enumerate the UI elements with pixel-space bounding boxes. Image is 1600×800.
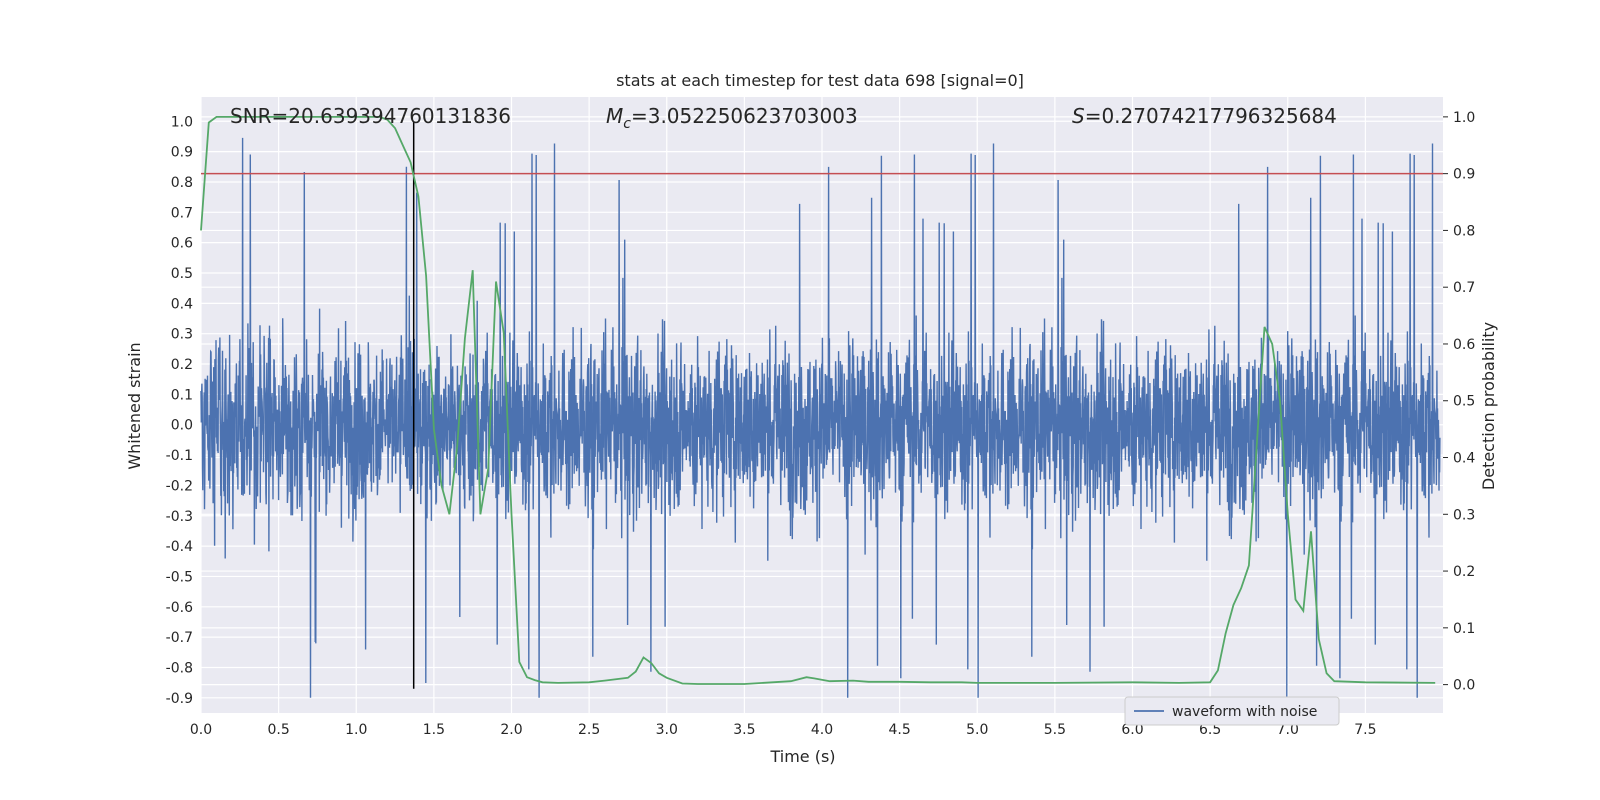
right-tick-label: 0.4 — [1453, 451, 1475, 467]
x-tick-label: 0.0 — [190, 722, 212, 738]
y-tick-label: 0.1 — [171, 387, 193, 403]
y-tick-label: 0.5 — [171, 266, 193, 282]
x-tick-label: 3.0 — [656, 722, 678, 738]
y-tick-label: -0.3 — [166, 509, 193, 525]
x-tick-label: 6.5 — [1199, 722, 1221, 738]
x-tick-label: 7.0 — [1277, 722, 1299, 738]
right-tick-label: 0.9 — [1453, 167, 1475, 183]
legend-entry-waveform: waveform with noise — [1172, 704, 1317, 720]
x-tick-label: 6.0 — [1121, 722, 1143, 738]
y-tick-label: -0.5 — [166, 569, 193, 585]
s-annotation: S=0.27074217796325684 — [1072, 104, 1337, 128]
y-tick-label: 0.3 — [171, 327, 193, 343]
x-tick-label: 2.0 — [500, 722, 522, 738]
y-tick-label: 0.9 — [171, 145, 193, 161]
y-tick-label: 0.8 — [171, 175, 193, 191]
y-tick-label: -0.7 — [166, 630, 193, 646]
right-tick-label: 0.0 — [1453, 678, 1475, 694]
y-tick-label: -0.9 — [166, 691, 193, 707]
x-tick-label: 4.0 — [811, 722, 833, 738]
y-tick-label: 0.4 — [171, 296, 193, 312]
x-tick-label: 5.5 — [1044, 722, 1066, 738]
y-tick-label: 0.7 — [171, 205, 193, 221]
x-axis-ticks: 0.0 0.5 1.0 1.5 2.0 2.5 3.0 3.5 4.0 4.5 5.0 5.5 6.0 6… — [190, 722, 1377, 738]
chirp-mass-subscript: c — [623, 116, 631, 132]
x-tick-label: 0.5 — [267, 722, 289, 738]
y-axis-label: Whitened strain — [125, 342, 144, 469]
y-tick-label: -0.8 — [166, 660, 193, 676]
y-axis-ticks: 1.0 0.9 0.8 0.7 0.6 0.5 0.4 0.3 0.2 0.1 0.0 -0.1 -0.… — [166, 114, 193, 707]
right-axis-ticks: 1.0 0.9 0.8 0.7 0.6 0.5 0.4 0.3 0.2 0.1 0.0 — [1443, 110, 1475, 694]
detection-probability-series-line — [200, 116, 1436, 685]
x-tick-label: 7.5 — [1354, 722, 1376, 738]
right-y-axis-label: Detection probability — [1479, 322, 1498, 490]
x-axis-label: Time (s) — [769, 747, 835, 766]
s-value: =0.27074217796325684 — [1085, 104, 1337, 128]
right-tick-label: 0.1 — [1453, 621, 1475, 637]
chirp-mass-symbol: M — [606, 104, 623, 128]
s-symbol: S — [1072, 104, 1085, 128]
x-tick-label: 5.0 — [966, 722, 988, 738]
chirp-mass-annotation: Mc=3.052250623703003 — [606, 104, 858, 132]
legend-box — [1124, 696, 1340, 726]
right-tick-label: 0.6 — [1453, 337, 1475, 353]
waveform-series-line — [200, 137, 1441, 698]
snr-annotation: SNR=20.639394760131836 — [230, 104, 511, 128]
right-tick-label: 0.3 — [1453, 507, 1475, 523]
y-tick-label: -0.2 — [166, 478, 193, 494]
y-tick-label: 0.2 — [171, 357, 193, 373]
right-tick-label: 0.7 — [1453, 280, 1475, 296]
y-tick-label: -0.4 — [166, 539, 193, 555]
y-tick-label: 0.0 — [171, 418, 193, 434]
y-tick-label: 0.6 — [171, 236, 193, 252]
x-tick-label: 2.5 — [578, 722, 600, 738]
x-tick-label: 1.5 — [423, 722, 445, 738]
right-tick-label: 0.2 — [1453, 564, 1475, 580]
series-group — [200, 116, 1443, 698]
y-tick-label: -0.1 — [166, 448, 193, 464]
x-tick-label: 1.0 — [345, 722, 367, 738]
chirp-mass-value: =3.052250623703003 — [631, 104, 858, 128]
y-tick-label: -0.6 — [166, 600, 193, 616]
right-tick-label: 0.8 — [1453, 223, 1475, 239]
right-tick-label: 0.5 — [1453, 394, 1475, 410]
x-tick-label: 3.5 — [733, 722, 755, 738]
y-tick-label: 1.0 — [171, 114, 193, 130]
legend: waveform with noise — [1124, 696, 1340, 726]
x-tick-label: 4.5 — [888, 722, 910, 738]
chart-title: stats at each timestep for test data 698… — [616, 71, 1024, 90]
right-tick-label: 1.0 — [1453, 110, 1475, 126]
